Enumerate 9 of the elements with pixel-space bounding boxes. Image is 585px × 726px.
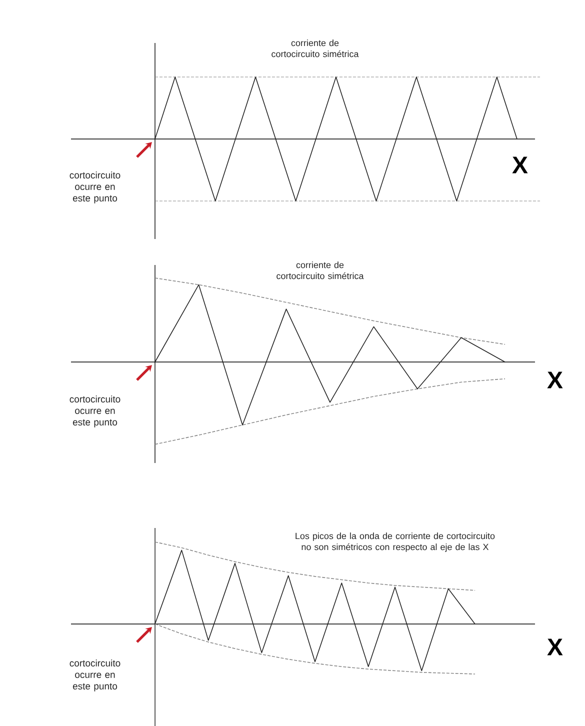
text: cortocircuito ocurre en este punto (70, 172, 120, 204)
x-axis-title: X (512, 156, 528, 174)
text: cortocircuito ocurre en este punto (70, 660, 120, 692)
x-axis-title: X (547, 372, 563, 388)
text: cortocircuito ocurre en este punto (70, 396, 120, 428)
chart-title: Los picos de la onda de corriente de cortocircuito no son simétricos con respecto al eje de las X (296, 532, 495, 552)
chart-title: corriente de cortocircuito simétrica (276, 262, 364, 280)
x-axis-title: X (547, 638, 563, 656)
chart-title: corriente de cortocircuito simétrica (272, 40, 359, 58)
